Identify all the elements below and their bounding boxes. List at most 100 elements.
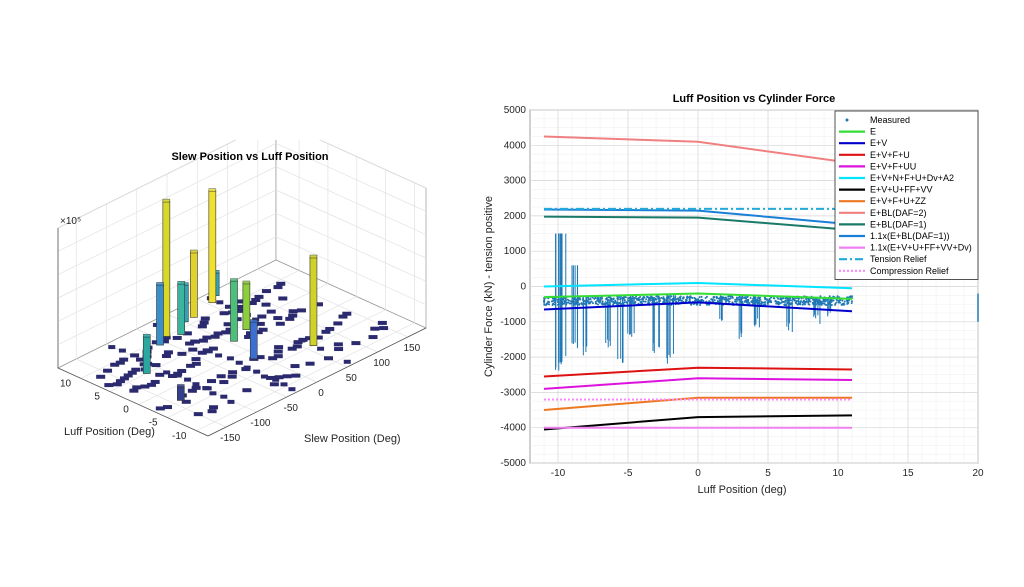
floor-cell [305, 361, 315, 366]
floor-cell [191, 357, 201, 362]
measured-point [836, 295, 839, 298]
measured-point [783, 303, 786, 306]
measured-point [752, 297, 755, 300]
y-tick-label: -4000 [500, 423, 526, 434]
floor-cell [243, 365, 251, 370]
slew-luff-3d-chart: -150 -100 -50 0 50 100 150 -10 -5 0 5 10 Slew Positi… [0, 119, 460, 460]
bar-3d [208, 190, 217, 304]
floor-cell [247, 301, 257, 306]
measured-point [749, 296, 752, 299]
measured-point [612, 303, 615, 306]
measured-point [768, 297, 771, 300]
floor-grid-x [257, 268, 408, 338]
measured-point [760, 300, 763, 303]
axis-y-edge [57, 367, 209, 437]
floor-grid-y [138, 296, 357, 405]
floor-cell [313, 302, 323, 307]
floor-cell [219, 380, 229, 385]
measured-point [846, 299, 849, 302]
luff-force-svg: -10 -5 0 5 10 15 20 -5000 -4000 -3000 -2000 -1000 0 1… [483, 93, 984, 496]
measured-point [596, 297, 599, 300]
floor-cell [273, 316, 283, 321]
floor-cell [177, 368, 187, 373]
measured-point [688, 298, 691, 301]
legend-label: Tension Relief [870, 254, 927, 264]
bar-3d [177, 282, 186, 335]
floor-cell [377, 320, 387, 325]
measured-point [799, 301, 802, 304]
legend: Measured EE+V E+V+F+UE+V+F+UU E+V+N+F+U+Dv+… [834, 110, 979, 280]
measured-point [562, 297, 565, 300]
legend-label: Measured [870, 115, 910, 125]
measured-point [563, 302, 566, 305]
floor-cell [193, 412, 203, 417]
measured-point [722, 296, 725, 299]
floor-cell [163, 350, 173, 355]
measured-point [727, 297, 730, 300]
measured-point [729, 297, 732, 300]
measured-point [578, 303, 581, 306]
measured-point [748, 302, 751, 305]
bar-3d-top [143, 333, 151, 338]
floor-cell [278, 296, 288, 301]
floor-cell [257, 314, 267, 319]
measured-point [746, 295, 749, 298]
measured-point [596, 299, 599, 302]
floor-grid-y [80, 270, 300, 379]
measured-point [705, 303, 708, 306]
bar-3d-top [208, 188, 217, 192]
measured-point [694, 297, 697, 300]
floor-cell [108, 345, 116, 350]
measured-point [801, 303, 804, 306]
measured-point [765, 298, 768, 301]
floor-cell [244, 334, 254, 339]
floor-cell [140, 384, 150, 389]
x-tick-label: 0 [695, 468, 701, 479]
floor-cell [285, 316, 295, 321]
y-tick-label: 5000 [504, 105, 527, 116]
measured-point [590, 300, 593, 303]
floor-cell [219, 311, 229, 316]
measured-point [649, 299, 652, 302]
floor-cell [186, 363, 196, 368]
measured-point [774, 300, 777, 303]
measured-point [820, 303, 823, 306]
measured-point [548, 301, 551, 304]
floor-cell [129, 388, 139, 393]
floor-cell [118, 348, 126, 353]
floor-cell [343, 359, 351, 364]
measured-point [579, 298, 582, 301]
measured-point [642, 298, 645, 301]
floor-cell [253, 330, 263, 335]
measured-point [797, 297, 800, 300]
measured-point [591, 296, 594, 299]
measured-point [696, 303, 699, 306]
floor-cell [161, 335, 171, 340]
floor-cell [220, 394, 228, 399]
measured-point [598, 300, 601, 303]
floor-cell [192, 382, 200, 387]
bar-3d-top [230, 278, 238, 282]
measured-point [777, 297, 780, 300]
measured-point [795, 300, 798, 303]
measured-point [734, 300, 737, 303]
measured-point [801, 301, 804, 304]
measured-point [601, 297, 604, 300]
floor-cell [282, 374, 292, 379]
measured-point [611, 300, 614, 303]
measured-point [694, 299, 697, 302]
legend-label: E+V+F+UU [870, 161, 916, 171]
floor-grid-x [166, 313, 318, 383]
floor-cell [288, 387, 296, 392]
measured-point [724, 296, 727, 299]
floor-cell [161, 354, 171, 359]
measured-point [670, 295, 673, 298]
measured-point [850, 302, 853, 305]
legend-label: E+V+F+U [870, 150, 910, 160]
x-tick-label: 100 [373, 358, 390, 369]
floor-cell [205, 349, 213, 354]
measured-point [605, 296, 608, 299]
measured-point [809, 300, 812, 303]
measured-point [623, 299, 626, 302]
x-tick-label: -150 [220, 433, 240, 444]
